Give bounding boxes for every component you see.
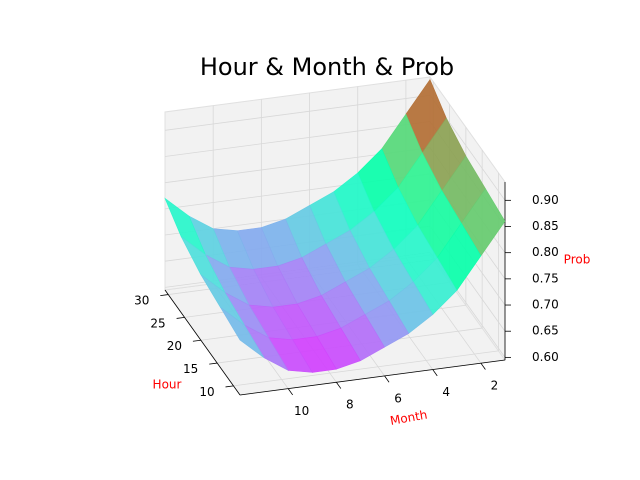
x-tick-label: 8 bbox=[346, 398, 354, 412]
z-tick-label: 0.80 bbox=[532, 245, 559, 259]
x-tick-label: 2 bbox=[491, 379, 499, 393]
tick-mark bbox=[160, 294, 169, 297]
z-tick-label: 0.90 bbox=[532, 193, 559, 207]
y-tick-label: 10 bbox=[199, 385, 214, 399]
x-axis-label: Month bbox=[389, 408, 428, 428]
tick-mark bbox=[480, 362, 486, 370]
z-tick-label: 0.85 bbox=[532, 219, 559, 233]
z-tick-label: 0.70 bbox=[532, 298, 559, 312]
z-tick-label: 0.65 bbox=[532, 324, 559, 338]
tick-mark bbox=[432, 369, 438, 377]
surface-patch bbox=[220, 307, 265, 359]
x-tick-label: 6 bbox=[394, 391, 402, 405]
y-axis-line bbox=[164, 289, 241, 396]
y-tick-label: 20 bbox=[167, 339, 182, 353]
y-tick-label: 15 bbox=[183, 362, 198, 376]
tick-mark bbox=[287, 388, 294, 396]
chart-title: Hour & Month & Prob bbox=[200, 53, 454, 81]
grid-line bbox=[164, 94, 431, 131]
tick-mark bbox=[209, 362, 218, 365]
y-axis-label: Hour bbox=[153, 378, 182, 392]
z-tick-label: 0.60 bbox=[532, 350, 559, 364]
tick-mark bbox=[176, 316, 185, 319]
x-axis-line bbox=[239, 359, 506, 396]
x-tick-label: 10 bbox=[294, 404, 309, 418]
tick-mark bbox=[336, 382, 342, 389]
y-tick-label: 25 bbox=[150, 316, 165, 330]
tick-mark bbox=[225, 385, 234, 388]
x-tick-label: 4 bbox=[442, 385, 450, 399]
tick-mark bbox=[192, 339, 201, 342]
z-tick-label: 0.75 bbox=[532, 271, 559, 285]
z-axis-label: Prob bbox=[564, 253, 591, 267]
tick-mark bbox=[384, 375, 390, 383]
grid-line bbox=[164, 121, 431, 157]
grid-line bbox=[233, 350, 499, 387]
y-tick-label: 30 bbox=[134, 294, 149, 308]
